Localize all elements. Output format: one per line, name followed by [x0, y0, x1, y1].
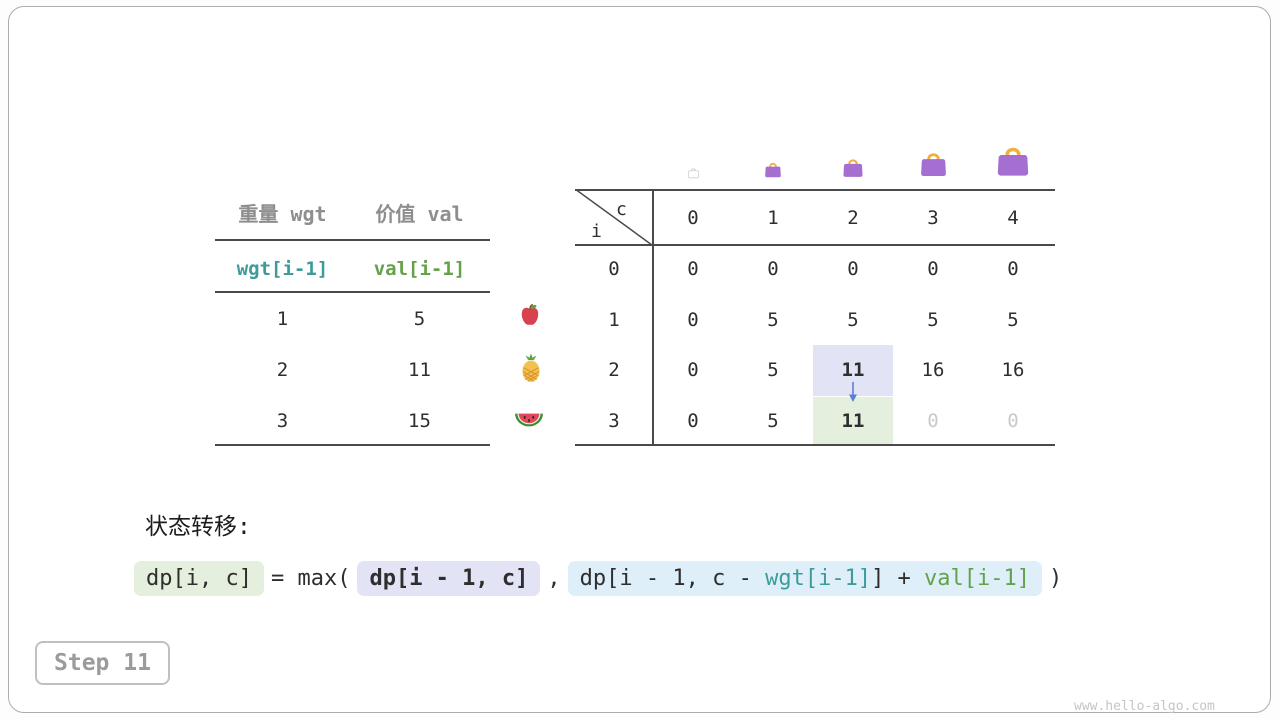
dp-cell: 0: [767, 258, 779, 280]
dp-cell: 5: [927, 309, 939, 331]
dp-cell: 16: [921, 359, 945, 381]
dp-cell-source: 11: [841, 359, 865, 381]
bag-icon-c2: [843, 159, 863, 177]
bag-icon-c1: [765, 162, 781, 178]
formula-lhs: dp[i, c]: [134, 561, 264, 596]
weights-row-value: 5: [413, 308, 426, 330]
transition-formula: dp[i, c] = max( dp[i - 1, c] , dp[i - 1,…: [134, 561, 1069, 596]
dp-cell-dimmed: 0: [927, 410, 939, 432]
dp-cell-dimmed: 0: [1007, 410, 1019, 432]
pineapple-icon: [522, 353, 540, 382]
dp-corner-row-label: i: [591, 221, 602, 242]
dp-row-header: 1: [608, 309, 620, 331]
dp-col-header: 4: [1007, 207, 1019, 229]
dp-col-header: 0: [687, 207, 699, 229]
dp-cell: 5: [767, 309, 779, 331]
step-badge: Step 11: [35, 641, 170, 685]
dp-col-header: 2: [847, 207, 859, 229]
transition-label: 状态转移:: [145, 514, 251, 540]
bag-icon-c4: [997, 147, 1029, 176]
formula-operator: = max(: [270, 566, 351, 591]
dp-table-rule-vertical: [652, 189, 654, 445]
dp-col-header: 1: [767, 207, 779, 229]
formula-arg1: dp[i - 1, c]: [357, 561, 541, 596]
formula-arg2-prefix: dp[i - 1, c -: [579, 566, 766, 591]
dp-table-rule-header: [575, 244, 1055, 246]
dp-cell: 5: [847, 309, 859, 331]
watermark: www.hello-algo.com: [1074, 699, 1215, 714]
dp-row-header: 2: [608, 359, 620, 381]
weights-var-wgt: wgt[i-1]: [236, 258, 329, 280]
dp-cell: 0: [687, 309, 699, 331]
weights-row-value: 2: [276, 359, 289, 381]
dp-col-header: 3: [927, 207, 939, 229]
weights-row-value: 15: [408, 410, 431, 432]
weights-var-val: val[i-1]: [373, 258, 466, 280]
dp-cell: 5: [767, 410, 779, 432]
dp-cell-target: 11: [841, 410, 865, 432]
dp-table-corner-diagonal: [575, 189, 652, 245]
formula-close: ): [1049, 566, 1063, 591]
dp-cell: 0: [687, 359, 699, 381]
weights-row-value: 11: [408, 359, 431, 381]
dp-row-header: 3: [608, 410, 620, 432]
weights-table-rule-mid: [215, 291, 490, 293]
apple-icon: [521, 304, 539, 325]
bag-icon-c3: [921, 153, 946, 177]
watermelon-icon: [515, 413, 543, 427]
dp-table-rule-bottom: [575, 444, 1055, 446]
formula-arg2: dp[i - 1, c - wgt[i-1]] + val[i-1]: [567, 561, 1043, 596]
weights-table-rule-bottom: [215, 444, 490, 446]
dp-cell: 5: [1007, 309, 1019, 331]
formula-separator: ,: [547, 566, 561, 591]
weights-header-val: 价值 val: [375, 202, 464, 226]
dp-cell: 5: [767, 359, 779, 381]
dp-table-rule-top: [575, 189, 1055, 191]
figure-card: [8, 6, 1271, 713]
bag-icon-c0-ghost: [687, 168, 700, 179]
dp-cell: 0: [687, 258, 699, 280]
highlight-target-cell: [813, 397, 893, 444]
dp-cell: 0: [927, 258, 939, 280]
weights-row-value: 1: [276, 308, 289, 330]
weights-header-wgt: 重量 wgt: [238, 202, 327, 226]
dp-cell: 16: [1001, 359, 1025, 381]
dp-cell: 0: [847, 258, 859, 280]
dp-row-header: 0: [608, 258, 620, 280]
dp-cell: 0: [687, 410, 699, 432]
formula-arg2-val: val[i-1]: [924, 566, 1031, 591]
weights-row-value: 3: [276, 410, 289, 432]
weights-table-rule-top: [215, 239, 490, 241]
transition-arrow-icon: [849, 382, 857, 402]
formula-arg2-mid: ] +: [871, 566, 925, 591]
dp-corner-col-label: c: [616, 199, 627, 220]
dp-cell: 0: [1007, 258, 1019, 280]
formula-arg2-wgt: wgt[i-1]: [765, 566, 872, 591]
